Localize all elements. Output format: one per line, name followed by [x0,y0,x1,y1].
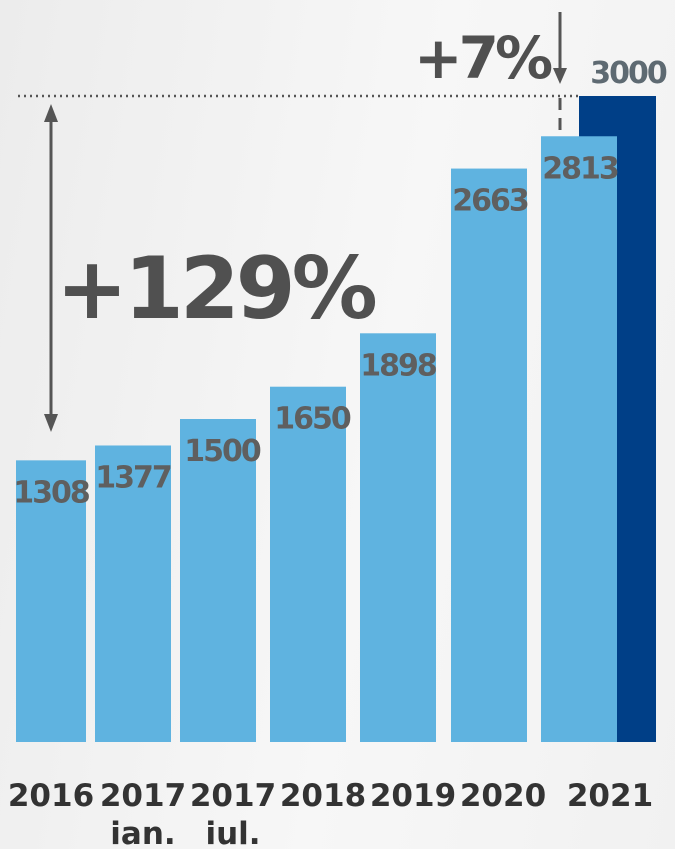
annotations: +129% +7% [18,12,578,432]
bar-6 [541,136,617,742]
value-label-1: 1377 [95,460,171,495]
value-label-3: 1650 [274,402,351,437]
category-label-1-1: ian. [110,816,175,849]
growth-total-label: +129% [56,239,376,339]
category-label-1-0: 2017 [100,778,186,814]
category-label-3-0: 2018 [280,778,366,814]
bar-2 [180,419,256,742]
category-label-6-0: 2021 [567,778,653,814]
category-label-5-0: 2020 [460,778,546,814]
growth-last-label: +7% [414,24,552,92]
category-label-2-0: 2017 [190,778,276,814]
value-label-2: 1500 [184,434,261,469]
value-label-5: 2663 [452,184,528,219]
value-label-0: 1308 [13,475,90,510]
bar-4 [360,333,436,742]
target-value-label: 3000 [590,56,667,91]
category-label-0-0: 2016 [8,778,94,814]
bar-0 [16,460,86,742]
category-label-2-1: iul. [205,816,260,849]
value-label-6: 2813 [542,151,618,186]
bars [16,96,656,743]
growth-total-arrowhead-down [44,414,58,432]
value-label-4: 1898 [360,348,437,383]
growth-last-arrowhead [553,68,567,84]
bar-3 [270,386,346,742]
bar-5 [451,168,527,743]
bar-1 [95,445,171,742]
category-label-4-0: 2019 [370,778,456,814]
value-labels: 3000 1308 1377 1500 1650 1898 2663 2813 [13,56,669,510]
growth-total-arrowhead-up [44,104,58,122]
